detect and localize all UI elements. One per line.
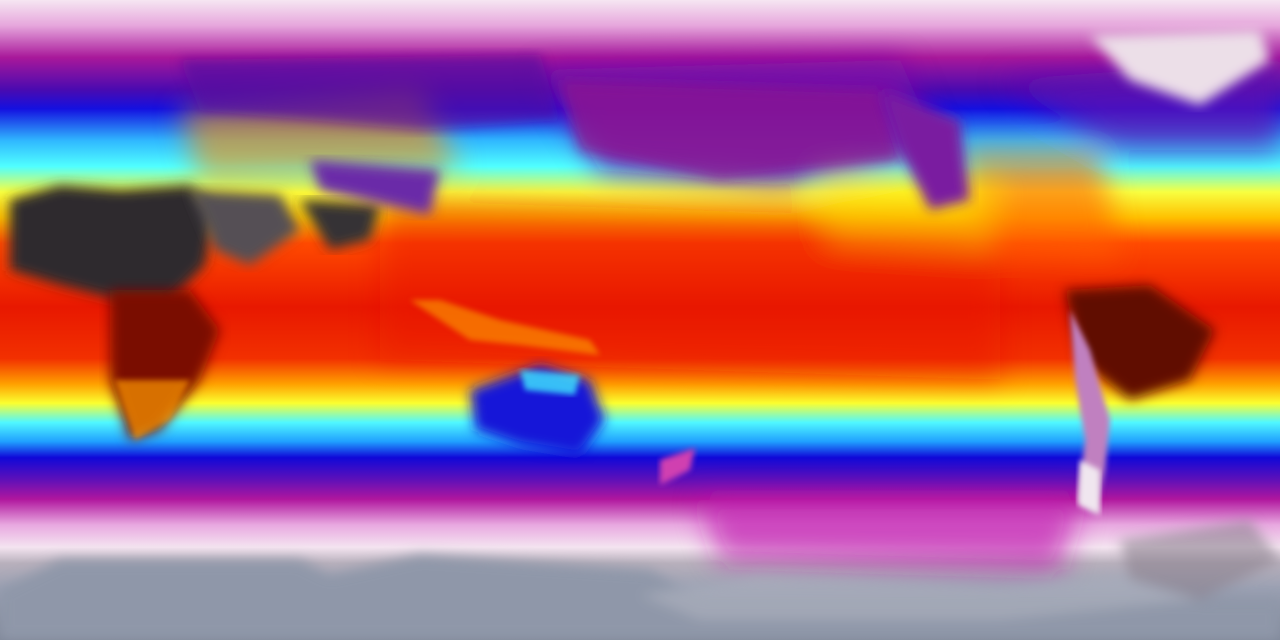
andes-patagonia bbox=[1070, 310, 1110, 515]
land-masses bbox=[10, 30, 1270, 515]
indonesia bbox=[410, 300, 600, 355]
australia-north bbox=[520, 370, 580, 395]
tibet-plateau bbox=[310, 160, 440, 215]
north-america-warm bbox=[960, 150, 1120, 260]
antarctica-grey-cloud bbox=[1120, 520, 1280, 600]
africa-south bbox=[115, 380, 190, 440]
antarctica bbox=[0, 520, 1280, 640]
new-zealand bbox=[660, 448, 695, 485]
patagonia-snow bbox=[1078, 460, 1100, 515]
antarctica-ross-shelf bbox=[640, 575, 1200, 620]
siberia bbox=[560, 80, 900, 180]
asia-north bbox=[180, 55, 560, 130]
arabia bbox=[190, 190, 300, 265]
greenland bbox=[1090, 30, 1270, 105]
east-pacific-yellow bbox=[820, 170, 1000, 250]
southern-magenta bbox=[700, 500, 1080, 570]
africa-sahara bbox=[10, 185, 215, 300]
south-america-amazon bbox=[1065, 285, 1215, 400]
north-america-rockies bbox=[880, 90, 970, 210]
india-pakistan bbox=[300, 200, 380, 250]
